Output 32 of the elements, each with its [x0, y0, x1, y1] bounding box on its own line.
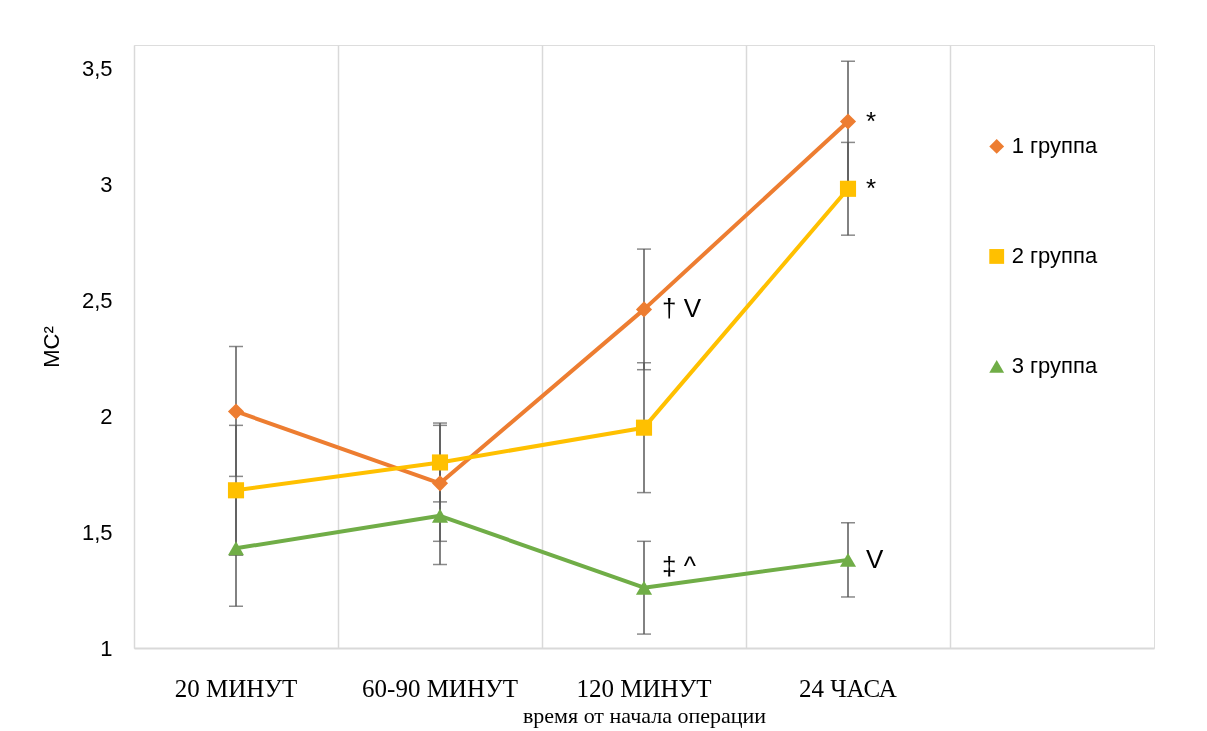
- point: [431, 508, 449, 523]
- point: [431, 454, 449, 471]
- annotation: ‡ ^: [662, 550, 697, 581]
- legend-label: 2 группа: [1011, 243, 1098, 269]
- annotation: † V: [662, 293, 702, 324]
- legend-label: 3 группа: [1011, 353, 1098, 379]
- point: [635, 419, 653, 436]
- y-tick-label: 2: [100, 403, 113, 429]
- x-tick-label: 120 МИНУТ: [576, 674, 712, 702]
- y-tick-label: 1,5: [81, 519, 113, 545]
- y-tick-label: 3,5: [81, 55, 113, 81]
- point: [431, 475, 449, 492]
- point: [839, 180, 857, 197]
- point: [227, 482, 245, 499]
- x-axis-title: время от начала операции: [522, 702, 767, 728]
- x-tick-label: 20 МИНУТ: [174, 674, 298, 702]
- y-tick-label: 1: [100, 635, 113, 661]
- annotation: *: [866, 105, 877, 136]
- annotation: V: [866, 543, 884, 574]
- point: [635, 301, 653, 318]
- legend-label: 1 группа: [1011, 133, 1098, 159]
- annotation: *: [866, 172, 877, 203]
- x-tick-label: 60-90 МИНУТ: [362, 674, 518, 702]
- x-tick-label: 24 ЧАСА: [799, 674, 897, 702]
- y-axis-title: МС²: [38, 326, 64, 368]
- y-tick-label: 3: [100, 171, 113, 197]
- point: [635, 580, 653, 595]
- y-tick-label: 2,5: [81, 287, 113, 313]
- point: [839, 113, 857, 130]
- point: [227, 541, 245, 556]
- point: [839, 552, 857, 567]
- point: [227, 403, 245, 420]
